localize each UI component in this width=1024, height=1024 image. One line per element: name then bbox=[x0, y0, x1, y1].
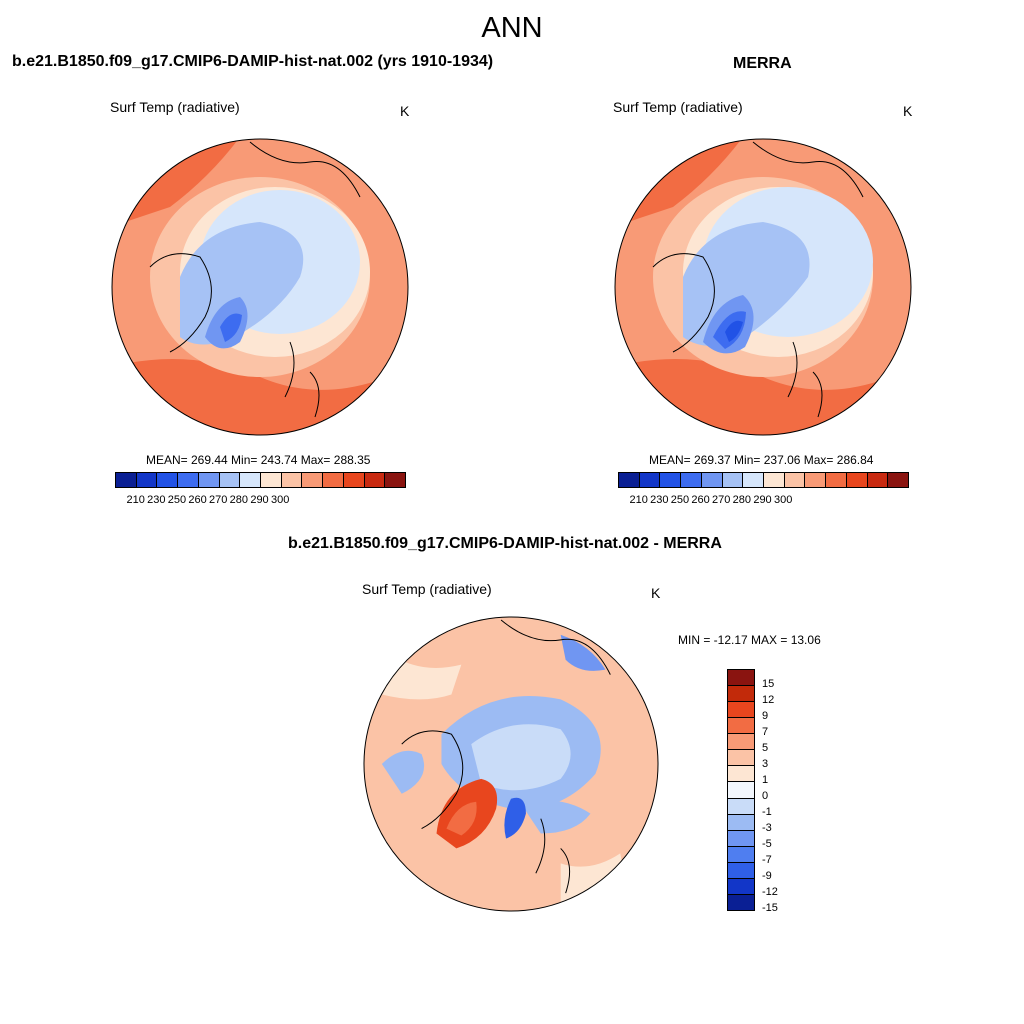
model-colorbar-tick: 230 bbox=[147, 494, 166, 506]
diff-colorbar-tick: 0 bbox=[762, 790, 769, 802]
obs-colorbar-swatch bbox=[639, 473, 661, 487]
obs-colorbar-swatch bbox=[722, 473, 744, 487]
model-units-label: K bbox=[400, 103, 410, 119]
obs-colorbar-swatch bbox=[619, 473, 640, 487]
obs-colorbar-tick: 280 bbox=[732, 494, 752, 506]
obs-colorbar-tick: 230 bbox=[650, 494, 669, 506]
obs-colorbar bbox=[618, 472, 909, 488]
diff-colorbar-tick: 15 bbox=[762, 678, 775, 690]
obs-colorbar-tick: 290 bbox=[753, 494, 772, 506]
obs-colorbar-swatch bbox=[660, 473, 682, 487]
diff-units-label: K bbox=[651, 585, 661, 601]
diff-colorbar-tick: -5 bbox=[762, 838, 772, 850]
diff-colorbar-swatch bbox=[728, 766, 754, 783]
model-colorbar-tick: 300 bbox=[270, 494, 290, 506]
model-panel-title: b.e21.B1850.f09_g17.CMIP6-DAMIP-hist-nat… bbox=[12, 53, 494, 70]
diff-colorbar-swatch bbox=[728, 846, 754, 863]
model-colorbar-swatch bbox=[178, 473, 199, 487]
model-stats: MEAN= 269.44 Min= 243.74 Max= 288.35 bbox=[146, 453, 371, 467]
model-colorbar-swatch bbox=[364, 473, 386, 487]
obs-colorbar-swatch bbox=[764, 473, 785, 487]
model-colorbar-tick: 270 bbox=[209, 494, 228, 506]
diff-polar-map bbox=[363, 616, 659, 912]
diff-colorbar-swatch bbox=[728, 878, 754, 895]
model-variable-label: Surf Temp (radiative) bbox=[110, 99, 240, 115]
model-colorbar bbox=[115, 472, 406, 488]
obs-colorbar-swatch bbox=[681, 473, 702, 487]
diff-colorbar-tick: -3 bbox=[762, 822, 772, 834]
model-colorbar-tick: 250 bbox=[167, 494, 187, 506]
obs-colorbar-tick: 300 bbox=[773, 494, 793, 506]
diff-colorbar-swatch bbox=[728, 782, 754, 799]
model-colorbar-swatch bbox=[136, 473, 158, 487]
diff-colorbar-tick: -15 bbox=[762, 902, 778, 914]
diff-colorbar bbox=[727, 669, 755, 911]
diff-colorbar-tick: -9 bbox=[762, 870, 772, 882]
model-colorbar-swatch bbox=[323, 473, 344, 487]
model-colorbar-swatch bbox=[240, 473, 262, 487]
obs-panel-title: MERRA bbox=[733, 55, 792, 72]
model-colorbar-swatch bbox=[157, 473, 179, 487]
diff-colorbar-swatch bbox=[728, 862, 754, 879]
diff-colorbar-swatch bbox=[728, 670, 754, 687]
obs-colorbar-swatch bbox=[826, 473, 847, 487]
model-colorbar-swatch bbox=[302, 473, 324, 487]
diff-colorbar-swatch bbox=[728, 702, 754, 719]
obs-colorbar-tick: 260 bbox=[691, 494, 710, 506]
diff-panel-title: b.e21.B1850.f09_g17.CMIP6-DAMIP-hist-nat… bbox=[288, 535, 722, 552]
diff-colorbar-swatch bbox=[728, 798, 754, 815]
diff-colorbar-tick: 1 bbox=[762, 774, 769, 786]
obs-colorbar-swatch bbox=[701, 473, 723, 487]
diff-colorbar-swatch bbox=[728, 718, 754, 735]
obs-polar-map bbox=[614, 138, 912, 436]
model-colorbar-swatch bbox=[198, 473, 220, 487]
model-colorbar-swatch bbox=[116, 473, 137, 487]
model-colorbar-swatch bbox=[343, 473, 365, 487]
diff-colorbar-tick: -12 bbox=[762, 886, 778, 898]
obs-variable-label: Surf Temp (radiative) bbox=[613, 99, 743, 115]
diff-colorbar-swatch bbox=[728, 686, 754, 703]
diff-colorbar-tick: -7 bbox=[762, 854, 772, 866]
model-polar-map bbox=[111, 138, 409, 436]
model-colorbar-tick: 290 bbox=[250, 494, 269, 506]
diff-stats: MIN = -12.17 MAX = 13.06 bbox=[678, 633, 821, 647]
obs-colorbar-swatch bbox=[867, 473, 889, 487]
figure-title: ANN bbox=[481, 12, 543, 44]
diff-colorbar-tick: 7 bbox=[762, 726, 769, 738]
obs-colorbar-tick: 270 bbox=[712, 494, 731, 506]
obs-colorbar-swatch bbox=[888, 473, 909, 487]
diff-colorbar-swatch bbox=[728, 894, 754, 910]
diff-colorbar-tick: -1 bbox=[762, 806, 772, 818]
diff-colorbar-tick: 9 bbox=[762, 710, 769, 722]
diff-colorbar-tick: 3 bbox=[762, 758, 769, 770]
diff-colorbar-swatch bbox=[728, 830, 754, 847]
model-colorbar-swatch bbox=[261, 473, 282, 487]
model-colorbar-tick: 260 bbox=[188, 494, 207, 506]
obs-colorbar-swatch bbox=[784, 473, 806, 487]
diff-variable-label: Surf Temp (radiative) bbox=[362, 581, 492, 597]
obs-colorbar-swatch bbox=[805, 473, 827, 487]
model-colorbar-swatch bbox=[385, 473, 406, 487]
obs-colorbar-swatch bbox=[846, 473, 868, 487]
diff-colorbar-tick: 12 bbox=[762, 694, 775, 706]
model-colorbar-tick: 210 bbox=[126, 494, 145, 506]
model-colorbar-swatch bbox=[281, 473, 303, 487]
diff-colorbar-swatch bbox=[728, 734, 754, 751]
obs-colorbar-swatch bbox=[743, 473, 765, 487]
obs-colorbar-tick: 250 bbox=[670, 494, 690, 506]
obs-colorbar-tick: 210 bbox=[629, 494, 648, 506]
diff-colorbar-swatch bbox=[728, 750, 754, 767]
diff-colorbar-tick: 5 bbox=[762, 742, 769, 754]
obs-units-label: K bbox=[903, 103, 913, 119]
diff-colorbar-swatch bbox=[728, 814, 754, 831]
model-colorbar-swatch bbox=[219, 473, 241, 487]
model-colorbar-tick: 280 bbox=[229, 494, 249, 506]
obs-stats: MEAN= 269.37 Min= 237.06 Max= 286.84 bbox=[649, 453, 874, 467]
